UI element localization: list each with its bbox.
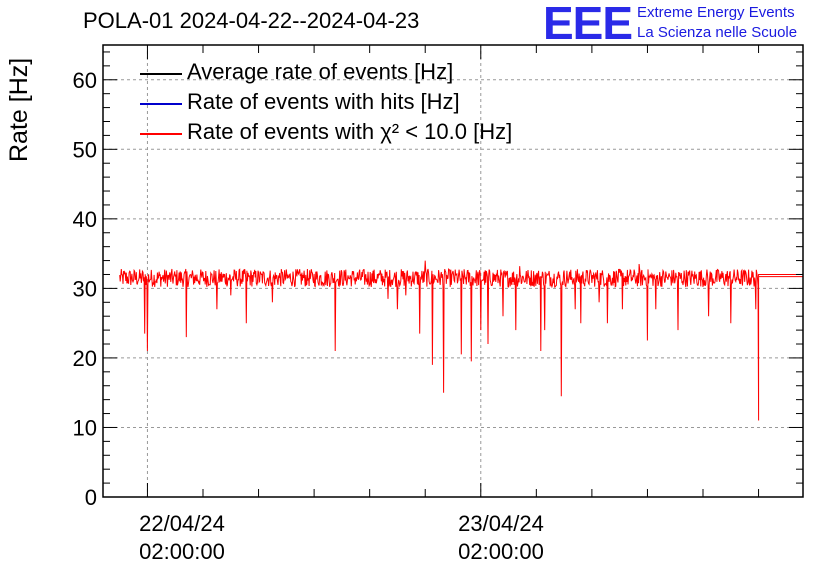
legend-label-hits: Rate of events with hits [Hz] <box>187 89 460 114</box>
legend-label-chi2: Rate of events with χ² < 10.0 [Hz] <box>187 119 513 144</box>
x-tick-label-2: 23/04/24 02:00:00 <box>441 510 561 566</box>
axis-ticks <box>103 45 803 498</box>
y-tick-label: 20 <box>73 346 97 371</box>
y-tick-label: 40 <box>73 207 97 232</box>
legend-label-average: Average rate of events [Hz] <box>187 59 454 84</box>
legend-swatch-chi2 <box>140 133 182 135</box>
eee-logo-mark: EEE <box>543 0 633 49</box>
plot-area-border <box>102 44 804 498</box>
y-tick-label: 10 <box>73 415 97 440</box>
y-axis-label: Rate [Hz] <box>5 57 33 162</box>
legend-swatch-average <box>140 73 182 75</box>
logo-line-1: Extreme Energy Events <box>637 4 795 21</box>
series-chi2-rate <box>119 260 803 421</box>
x-tick-date-2: 23/04/24 <box>458 511 544 536</box>
chart-title: POLA-01 2024-04-22--2024-04-23 <box>83 8 420 33</box>
series-line-chi2 <box>119 260 803 421</box>
x-tick-time-2: 02:00:00 <box>458 539 544 564</box>
chart-grid <box>103 45 803 497</box>
y-tick-label: 30 <box>73 276 97 301</box>
x-tick-time-1: 02:00:00 <box>139 539 225 564</box>
y-tick-labels: 0 10 20 30 40 50 60 <box>73 68 97 510</box>
x-tick-date-1: 22/04/24 <box>139 511 225 536</box>
legend-swatch-hits <box>140 103 182 105</box>
y-tick-label: 50 <box>73 137 97 162</box>
y-tick-label: 0 <box>85 485 97 510</box>
x-tick-label-1: 22/04/24 02:00:00 <box>122 510 242 566</box>
y-tick-label: 60 <box>73 68 97 93</box>
plot-frame <box>102 44 804 498</box>
logo-line-2: La Scienza nelle Scuole <box>637 24 798 41</box>
